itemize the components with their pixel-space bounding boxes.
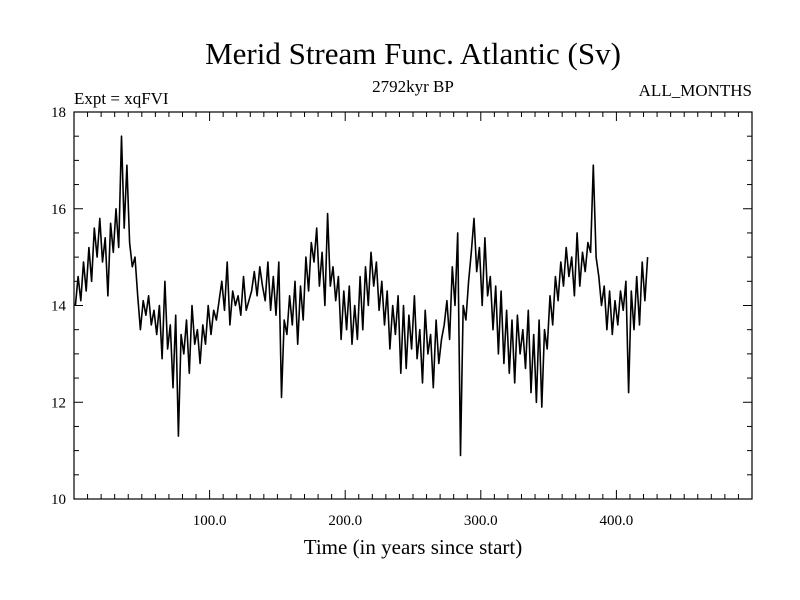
x-tick-label: 200.0 — [328, 513, 362, 529]
period-label: 2792kyr BP — [372, 77, 454, 96]
plot-frame — [73, 111, 753, 500]
x-tick-label: 300.0 — [464, 513, 498, 529]
tick-labels: 100.0 200.0 300.0 400.0 10 12 14 16 18 — [51, 105, 633, 529]
y-tick-label: 10 — [51, 492, 66, 508]
months-label: ALL_MONTHS — [639, 81, 752, 100]
axis-ticks — [74, 112, 752, 499]
series-line — [74, 135, 649, 457]
y-tick-label: 18 — [51, 105, 66, 121]
x-tick-label: 400.0 — [600, 513, 634, 529]
y-tick-label: 12 — [51, 395, 66, 411]
y-tick-label: 14 — [51, 299, 67, 315]
chart-title: Merid Stream Func. Atlantic (Sv) — [205, 36, 621, 71]
x-tick-label: 100.0 — [193, 513, 227, 529]
y-tick-label: 16 — [51, 202, 67, 218]
x-axis-label: Time (in years since start) — [304, 535, 523, 559]
experiment-label: Expt = xqFVI — [74, 89, 169, 108]
